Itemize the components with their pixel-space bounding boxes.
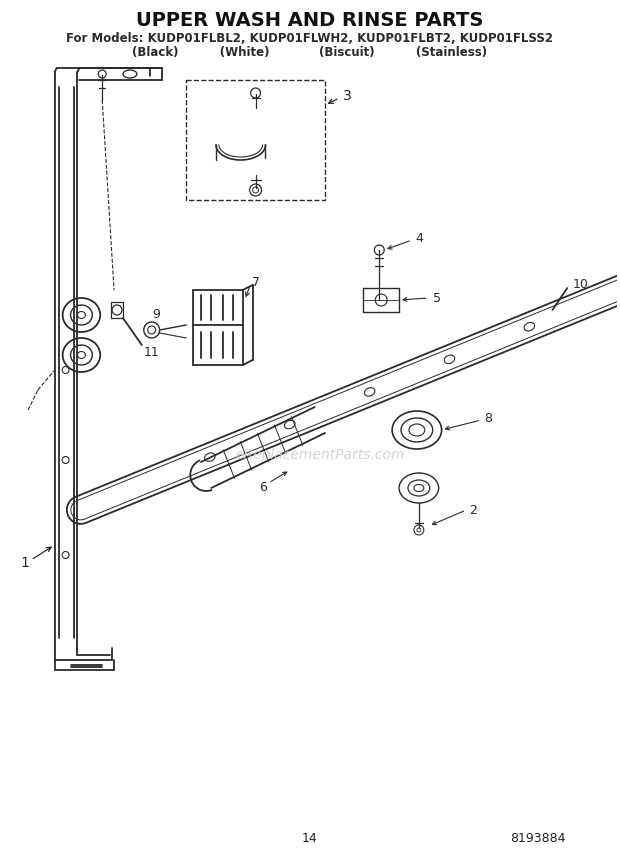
Text: 10: 10 — [572, 278, 588, 292]
Text: 7: 7 — [252, 276, 260, 288]
Text: 5: 5 — [433, 292, 441, 305]
Text: 8: 8 — [484, 412, 492, 425]
Text: 2: 2 — [469, 503, 477, 516]
Text: 1: 1 — [20, 556, 30, 570]
Text: 6: 6 — [260, 480, 267, 494]
Text: 14: 14 — [302, 831, 318, 845]
Text: 8193884: 8193884 — [510, 831, 565, 845]
Bar — [111, 302, 123, 318]
Text: eReplacementParts.com: eReplacementParts.com — [235, 448, 405, 462]
Text: 3: 3 — [343, 89, 352, 103]
Text: 4: 4 — [415, 231, 423, 245]
Text: (Black)          (White)            (Biscuit)          (Stainless): (Black) (White) (Biscuit) (Stainless) — [133, 45, 487, 58]
Text: 11: 11 — [144, 346, 159, 359]
Bar — [187, 80, 325, 200]
Text: 9: 9 — [153, 308, 161, 322]
Text: For Models: KUDP01FLBL2, KUDP01FLWH2, KUDP01FLBT2, KUDP01FLSS2: For Models: KUDP01FLBL2, KUDP01FLWH2, KU… — [66, 32, 554, 45]
Text: UPPER WASH AND RINSE PARTS: UPPER WASH AND RINSE PARTS — [136, 10, 484, 29]
